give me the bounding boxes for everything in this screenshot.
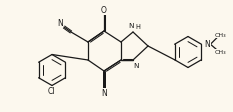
- Text: N: N: [205, 40, 210, 49]
- Text: CH₃: CH₃: [215, 33, 226, 38]
- Text: Cl: Cl: [47, 87, 55, 96]
- Text: N: N: [57, 18, 63, 28]
- Text: H: H: [136, 24, 140, 30]
- Text: CH₃: CH₃: [215, 50, 226, 55]
- Text: O: O: [101, 5, 107, 14]
- Text: N: N: [128, 23, 134, 29]
- Text: N: N: [101, 88, 107, 98]
- Text: N: N: [133, 63, 139, 69]
